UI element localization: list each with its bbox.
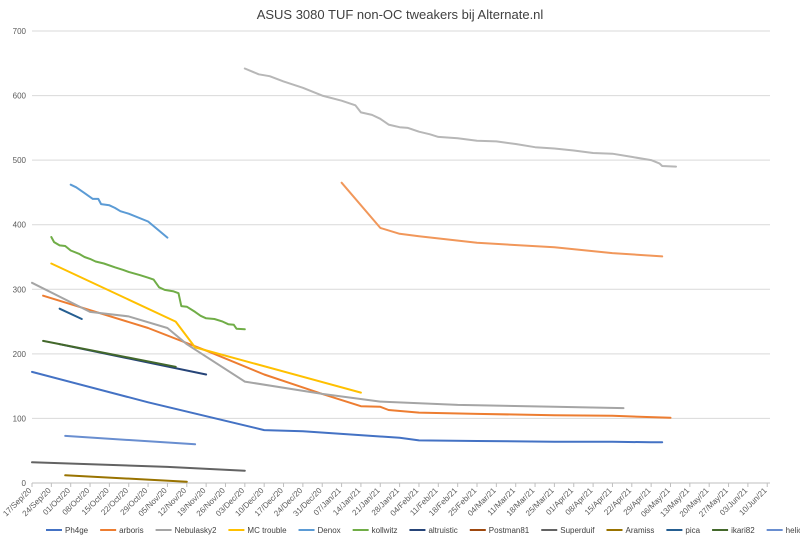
- y-tick-label: 300: [13, 285, 27, 294]
- series-line: [64, 474, 188, 483]
- y-tick-label: 0: [22, 479, 27, 488]
- legend-label: MC trouble: [247, 526, 287, 535]
- series-line: [50, 262, 362, 394]
- legend-label: Nebulasky2: [175, 526, 217, 535]
- series-line: [64, 434, 197, 446]
- legend-label: Ph4ge: [65, 526, 89, 535]
- legend-label: pica: [685, 526, 700, 535]
- legend-label: Denox: [318, 526, 341, 535]
- legend: Ph4ge arboris Nebulasky2 MC trouble Denox kol…: [46, 526, 800, 535]
- y-tick-label: 500: [13, 156, 27, 165]
- y-tick-label: 200: [13, 350, 27, 359]
- series-line: [58, 307, 83, 320]
- legend-label: arboris: [119, 526, 143, 535]
- series-line: [31, 281, 625, 410]
- x-axis-ticks: 17/Sep/2024/Sep/2001/Oct/2008/Oct/2015/O…: [1, 483, 769, 519]
- series-lines: [31, 67, 677, 483]
- y-tick-label: 100: [13, 414, 27, 423]
- legend-label: altruistic: [428, 526, 457, 535]
- series-line: [31, 461, 246, 472]
- y-tick-label: 600: [13, 92, 27, 101]
- series-line: [69, 183, 169, 239]
- gridlines: [32, 30, 770, 484]
- y-tick-label: 700: [13, 27, 27, 36]
- y-axis-ticks: 0 100 200 300 400 500 600 700: [13, 27, 27, 488]
- y-tick-label: 400: [13, 221, 27, 230]
- series-line: [42, 339, 177, 368]
- series-line: [243, 67, 677, 168]
- series-line: [340, 181, 664, 258]
- chart-title: ASUS 3080 TUF non-OC tweakers bij Altern…: [257, 7, 544, 22]
- series-line: [31, 370, 664, 444]
- legend-label: Postman81: [489, 526, 530, 535]
- legend-label: kollwitz: [372, 526, 398, 535]
- legend-label: ikari82: [731, 526, 755, 535]
- series-line: [50, 236, 246, 331]
- legend-label: Aramiss: [626, 526, 655, 535]
- legend-label: heliosik: [786, 526, 800, 535]
- legend-label: Superduif: [560, 526, 595, 535]
